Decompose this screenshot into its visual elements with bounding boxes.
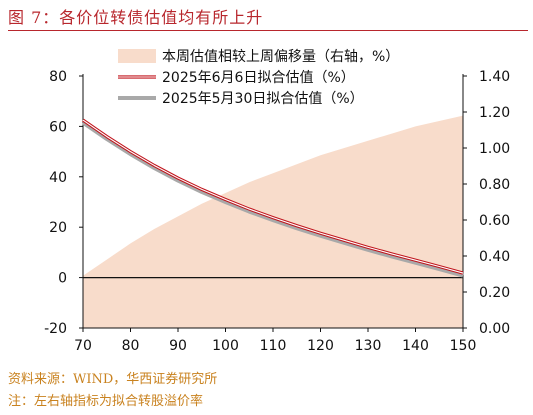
x-tick-label: 90	[169, 338, 187, 354]
legend-label: 2025年5月30日拟合估值（%）	[162, 91, 364, 107]
line-chart: -20 0 20 40 60 80 0.00 0.20 0.40 0.60 0.80 1.00 1.20…	[44, 49, 510, 354]
x-tick-label: 110	[260, 338, 287, 354]
legend: 本周估值相较上周偏移量（右轴，%） 2025年6月6日拟合估值（%） 2025年5月…	[118, 49, 399, 107]
x-tick-label: 140	[402, 338, 429, 354]
right-tick-label: 0.40	[479, 249, 510, 265]
legend-label: 2025年6月6日拟合估值（%）	[162, 70, 355, 86]
footnote: 注：左右轴指标为拟合转股溢价率	[8, 394, 204, 409]
line-layer	[81, 118, 464, 278]
x-tick-label: 130	[355, 338, 382, 354]
figure-title: 图 7：各价位转债估值均有所上升	[8, 8, 264, 27]
right-tick-label: 1.40	[479, 69, 510, 85]
left-tick-label: 40	[49, 170, 67, 186]
x-tick-label: 120	[307, 338, 334, 354]
axes-layer: -20 0 20 40 60 80 0.00 0.20 0.40 0.60 0.80 1.00 1.20…	[44, 69, 510, 354]
title-rule	[8, 30, 528, 31]
x-tick-label: 150	[450, 338, 477, 354]
right-tick-label: 1.20	[479, 105, 510, 121]
left-tick-label: -20	[44, 321, 67, 337]
right-tick-label: 0.00	[479, 321, 510, 337]
source-note: 资料来源：WIND，华西证券研究所	[8, 372, 218, 387]
right-tick-label: 0.80	[479, 177, 510, 193]
x-tick-label: 70	[74, 338, 92, 354]
legend-swatch-offset	[118, 49, 156, 63]
series-line-may30	[81, 120, 464, 278]
x-tick-label: 80	[122, 338, 140, 354]
left-tick-label: 20	[49, 220, 67, 236]
right-tick-label: 1.00	[479, 141, 510, 157]
series-line-jun6-core	[82, 119, 464, 274]
right-tick-label: 0.60	[479, 213, 510, 229]
legend-label: 本周估值相较上周偏移量（右轴，%）	[162, 49, 399, 65]
left-tick-label: 0	[58, 271, 67, 287]
right-tick-label: 0.20	[479, 285, 510, 301]
left-tick-label: 80	[49, 69, 67, 85]
x-tick-label: 100	[212, 338, 239, 354]
left-tick-label: 60	[49, 119, 67, 135]
